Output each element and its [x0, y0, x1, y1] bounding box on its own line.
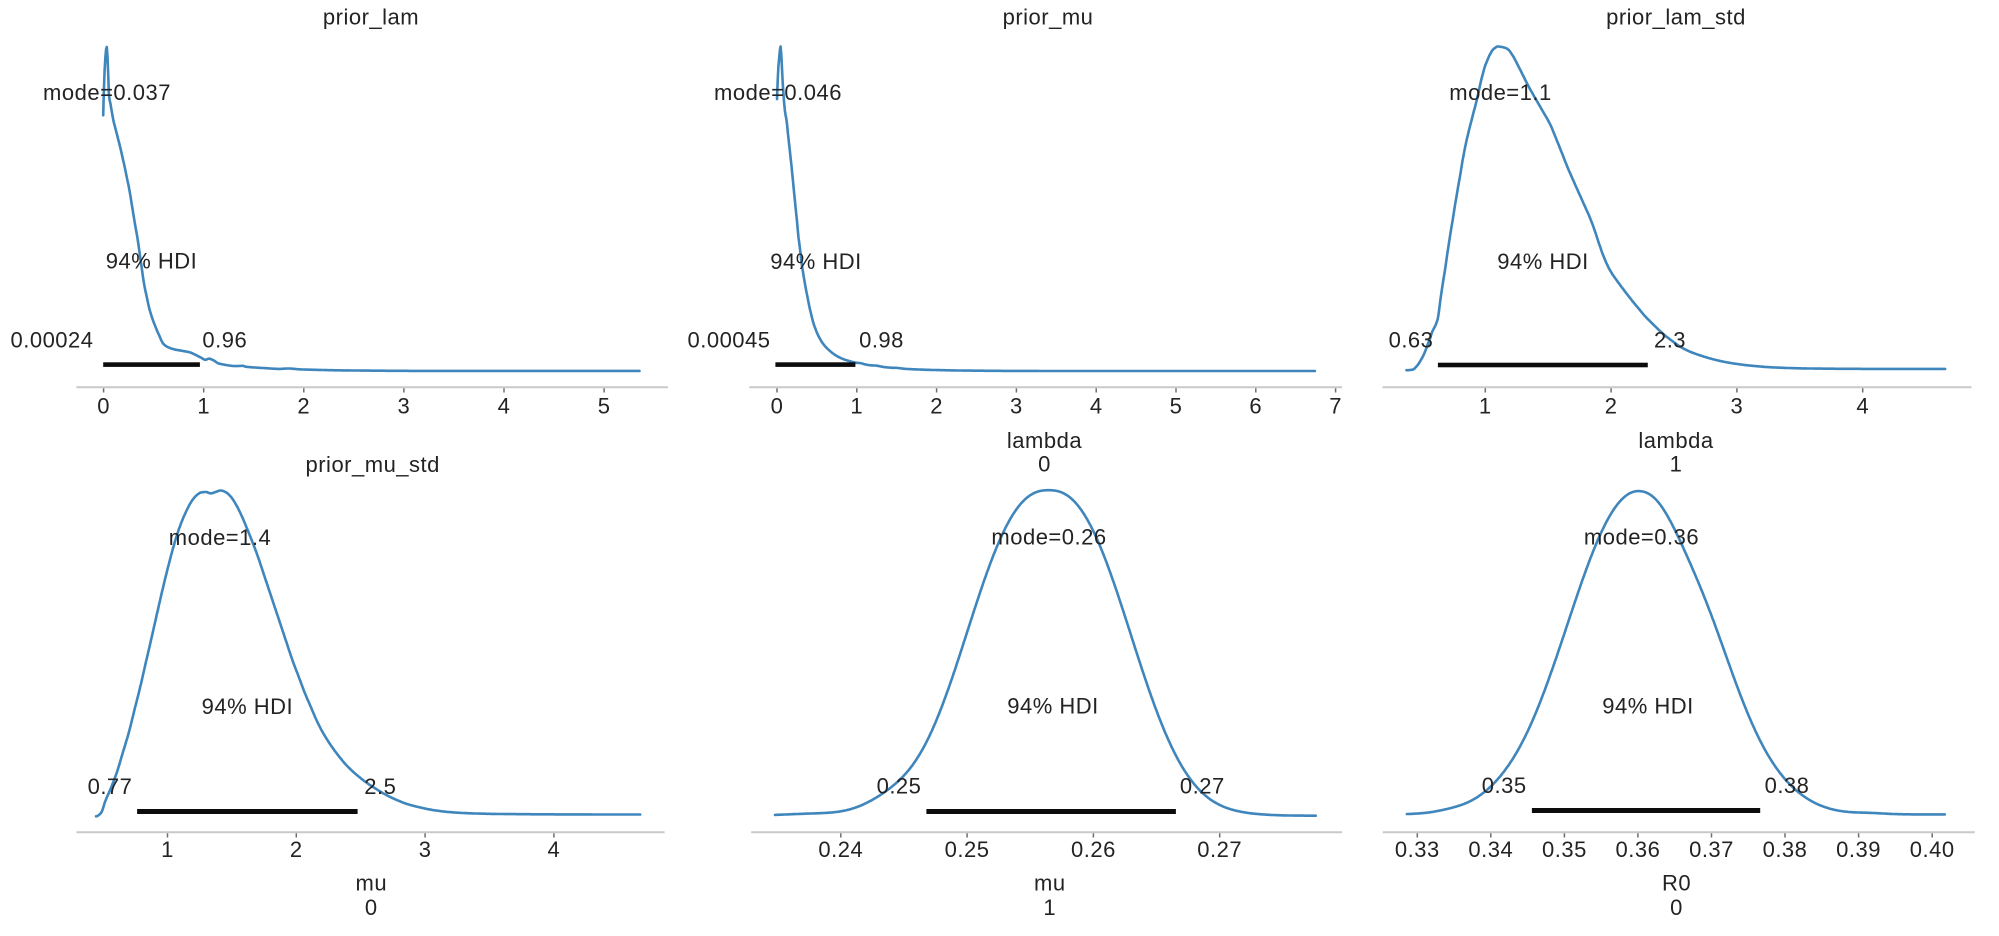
- svg-text:94% HDI: 94% HDI: [1007, 694, 1099, 719]
- svg-text:2: 2: [930, 394, 943, 419]
- svg-text:0: 0: [365, 895, 378, 920]
- svg-text:4: 4: [1090, 394, 1103, 419]
- svg-text:mu: mu: [1034, 871, 1066, 896]
- svg-text:mode=0.037: mode=0.037: [43, 80, 171, 105]
- svg-text:94% HDI: 94% HDI: [1602, 693, 1694, 718]
- svg-text:5: 5: [1170, 394, 1183, 419]
- svg-text:mode=1.1: mode=1.1: [1449, 80, 1551, 105]
- svg-text:0.96: 0.96: [202, 328, 247, 353]
- svg-text:1: 1: [1043, 895, 1056, 920]
- svg-text:0.98: 0.98: [859, 328, 904, 353]
- svg-text:lambda: lambda: [1638, 428, 1713, 453]
- svg-text:0.26: 0.26: [1071, 837, 1116, 862]
- svg-text:6: 6: [1249, 394, 1262, 419]
- svg-text:0.40: 0.40: [1910, 837, 1955, 862]
- svg-text:0.00024: 0.00024: [10, 328, 93, 353]
- svg-text:prior_lam: prior_lam: [323, 5, 419, 30]
- svg-text:0.77: 0.77: [88, 774, 133, 799]
- svg-text:0: 0: [97, 394, 110, 419]
- svg-text:0.35: 0.35: [1542, 837, 1587, 862]
- svg-text:0: 0: [771, 394, 784, 419]
- svg-text:3: 3: [398, 394, 411, 419]
- svg-text:7: 7: [1329, 394, 1342, 419]
- svg-text:94% HDI: 94% HDI: [770, 249, 862, 274]
- svg-text:3: 3: [1010, 394, 1023, 419]
- svg-text:1: 1: [197, 394, 210, 419]
- svg-text:0.38: 0.38: [1763, 837, 1808, 862]
- svg-text:0.25: 0.25: [945, 837, 990, 862]
- svg-text:2: 2: [290, 837, 303, 862]
- svg-text:0.63: 0.63: [1389, 328, 1434, 353]
- svg-text:1: 1: [850, 394, 863, 419]
- svg-text:0: 0: [1670, 895, 1683, 920]
- svg-text:mode=0.26: mode=0.26: [991, 524, 1106, 549]
- svg-text:0.27: 0.27: [1197, 837, 1242, 862]
- svg-text:94% HDI: 94% HDI: [106, 249, 198, 274]
- svg-text:4: 4: [548, 837, 561, 862]
- svg-text:0.24: 0.24: [818, 837, 863, 862]
- svg-text:lambda: lambda: [1007, 428, 1082, 453]
- svg-text:0.25: 0.25: [877, 774, 922, 799]
- svg-text:mode=0.046: mode=0.046: [714, 80, 842, 105]
- svg-text:0.39: 0.39: [1836, 837, 1881, 862]
- svg-text:prior_mu: prior_mu: [1003, 5, 1094, 30]
- svg-text:0.38: 0.38: [1765, 773, 1810, 798]
- svg-text:2.5: 2.5: [364, 774, 396, 799]
- svg-text:3: 3: [419, 837, 432, 862]
- svg-text:0.37: 0.37: [1689, 837, 1734, 862]
- svg-text:5: 5: [598, 394, 611, 419]
- svg-text:0.00045: 0.00045: [687, 328, 770, 353]
- svg-text:94% HDI: 94% HDI: [202, 694, 294, 719]
- svg-text:94% HDI: 94% HDI: [1497, 249, 1589, 274]
- svg-text:prior_mu_std: prior_mu_std: [306, 452, 440, 477]
- svg-text:prior_lam_std: prior_lam_std: [1606, 5, 1746, 30]
- svg-text:4: 4: [1856, 394, 1869, 419]
- svg-text:0.35: 0.35: [1482, 773, 1527, 798]
- svg-text:0.33: 0.33: [1395, 837, 1440, 862]
- svg-text:0: 0: [1038, 452, 1051, 477]
- svg-text:2.3: 2.3: [1654, 328, 1686, 353]
- svg-text:R0: R0: [1662, 871, 1691, 896]
- svg-text:2: 2: [1605, 394, 1618, 419]
- svg-text:0.27: 0.27: [1180, 774, 1225, 799]
- svg-text:2: 2: [297, 394, 310, 419]
- svg-text:3: 3: [1731, 394, 1744, 419]
- svg-text:mode=1.4: mode=1.4: [169, 525, 271, 550]
- svg-text:4: 4: [498, 394, 511, 419]
- svg-text:0.36: 0.36: [1615, 837, 1660, 862]
- svg-text:1: 1: [1479, 394, 1492, 419]
- svg-text:1: 1: [1670, 452, 1683, 477]
- svg-text:mu: mu: [356, 871, 388, 896]
- svg-text:0.34: 0.34: [1468, 837, 1513, 862]
- svg-text:mode=0.36: mode=0.36: [1584, 524, 1699, 549]
- svg-text:1: 1: [161, 837, 174, 862]
